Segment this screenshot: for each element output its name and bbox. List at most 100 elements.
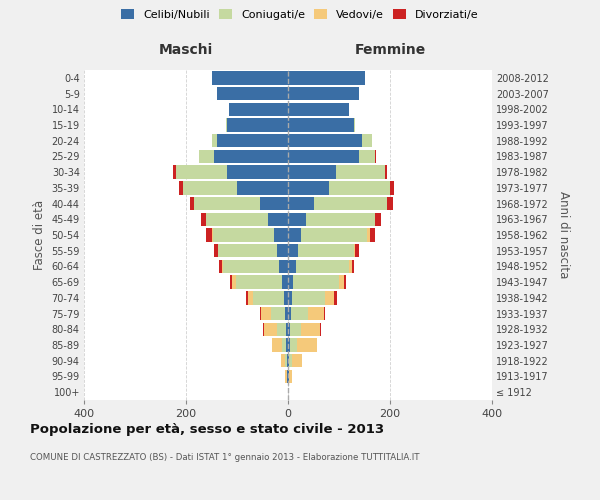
Bar bbox=[288, 322, 290, 336]
Bar bbox=[367, 228, 370, 241]
Bar bbox=[283, 338, 286, 351]
Bar bbox=[286, 322, 288, 336]
Bar bbox=[290, 307, 308, 320]
Bar bbox=[324, 307, 325, 320]
Bar bbox=[202, 212, 206, 226]
Bar bbox=[206, 228, 212, 241]
Bar bbox=[282, 276, 288, 289]
Text: COMUNE DI CASTREZZATO (BS) - Dati ISTAT 1° gennaio 2013 - Elaborazione TUTTITALI: COMUNE DI CASTREZZATO (BS) - Dati ISTAT … bbox=[30, 452, 419, 462]
Bar bbox=[214, 244, 218, 258]
Bar bbox=[390, 181, 394, 194]
Bar bbox=[288, 260, 296, 273]
Bar bbox=[245, 291, 248, 304]
Bar bbox=[262, 307, 271, 320]
Bar bbox=[320, 322, 321, 336]
Bar bbox=[264, 322, 277, 336]
Bar bbox=[227, 166, 288, 179]
Bar bbox=[375, 150, 376, 163]
Bar bbox=[290, 338, 297, 351]
Bar bbox=[293, 276, 339, 289]
Bar bbox=[289, 370, 292, 383]
Bar bbox=[206, 212, 268, 226]
Bar bbox=[277, 244, 288, 258]
Bar bbox=[212, 228, 274, 241]
Bar bbox=[296, 260, 349, 273]
Bar bbox=[298, 244, 355, 258]
Bar bbox=[279, 260, 288, 273]
Bar bbox=[290, 322, 301, 336]
Bar bbox=[179, 181, 184, 194]
Bar bbox=[288, 150, 359, 163]
Bar bbox=[301, 322, 320, 336]
Bar bbox=[219, 260, 222, 273]
Bar bbox=[288, 197, 314, 210]
Bar bbox=[214, 150, 288, 163]
Bar bbox=[288, 228, 301, 241]
Bar bbox=[217, 87, 288, 100]
Bar bbox=[288, 134, 362, 147]
Bar bbox=[325, 291, 334, 304]
Bar bbox=[288, 212, 306, 226]
Bar bbox=[292, 354, 302, 368]
Text: Maschi: Maschi bbox=[159, 44, 213, 58]
Bar bbox=[263, 322, 264, 336]
Bar bbox=[308, 307, 324, 320]
Y-axis label: Anni di nascita: Anni di nascita bbox=[557, 192, 571, 278]
Bar bbox=[288, 276, 293, 289]
Bar bbox=[277, 322, 286, 336]
Bar bbox=[297, 338, 317, 351]
Bar bbox=[285, 307, 288, 320]
Bar bbox=[301, 228, 367, 241]
Bar bbox=[260, 307, 262, 320]
Legend: Celibi/Nubili, Coniugati/e, Vedovi/e, Divorziati/e: Celibi/Nubili, Coniugati/e, Vedovi/e, Di… bbox=[118, 6, 482, 23]
Bar bbox=[272, 338, 283, 351]
Bar bbox=[288, 102, 349, 116]
Text: Femmine: Femmine bbox=[355, 44, 425, 58]
Bar bbox=[286, 338, 288, 351]
Bar bbox=[226, 118, 227, 132]
Bar bbox=[286, 370, 287, 383]
Bar bbox=[253, 291, 284, 304]
Bar bbox=[173, 166, 176, 179]
Bar bbox=[212, 134, 217, 147]
Bar bbox=[218, 244, 277, 258]
Bar bbox=[176, 166, 227, 179]
Bar bbox=[284, 291, 288, 304]
Bar bbox=[268, 212, 288, 226]
Bar bbox=[339, 276, 344, 289]
Bar bbox=[286, 354, 287, 368]
Bar bbox=[190, 197, 194, 210]
Bar bbox=[227, 118, 288, 132]
Bar bbox=[288, 354, 289, 368]
Bar bbox=[217, 134, 288, 147]
Bar bbox=[229, 102, 288, 116]
Bar bbox=[334, 291, 337, 304]
Bar bbox=[194, 197, 260, 210]
Bar bbox=[232, 276, 236, 289]
Bar bbox=[370, 228, 375, 241]
Bar bbox=[287, 354, 288, 368]
Y-axis label: Fasce di età: Fasce di età bbox=[33, 200, 46, 270]
Bar bbox=[230, 276, 232, 289]
Bar bbox=[237, 181, 288, 194]
Bar bbox=[271, 307, 285, 320]
Bar bbox=[288, 181, 329, 194]
Bar bbox=[292, 291, 325, 304]
Bar bbox=[314, 197, 388, 210]
Text: Popolazione per età, sesso e stato civile - 2013: Popolazione per età, sesso e stato civil… bbox=[30, 422, 384, 436]
Bar bbox=[288, 307, 290, 320]
Bar bbox=[329, 181, 390, 194]
Bar bbox=[288, 87, 359, 100]
Bar bbox=[260, 197, 288, 210]
Bar bbox=[212, 71, 288, 85]
Bar bbox=[359, 150, 375, 163]
Bar bbox=[337, 166, 385, 179]
Bar bbox=[236, 276, 282, 289]
Bar bbox=[184, 181, 237, 194]
Bar bbox=[352, 260, 354, 273]
Bar bbox=[388, 197, 392, 210]
Bar bbox=[344, 276, 346, 289]
Bar bbox=[385, 166, 388, 179]
Bar bbox=[289, 354, 292, 368]
Bar bbox=[375, 212, 381, 226]
